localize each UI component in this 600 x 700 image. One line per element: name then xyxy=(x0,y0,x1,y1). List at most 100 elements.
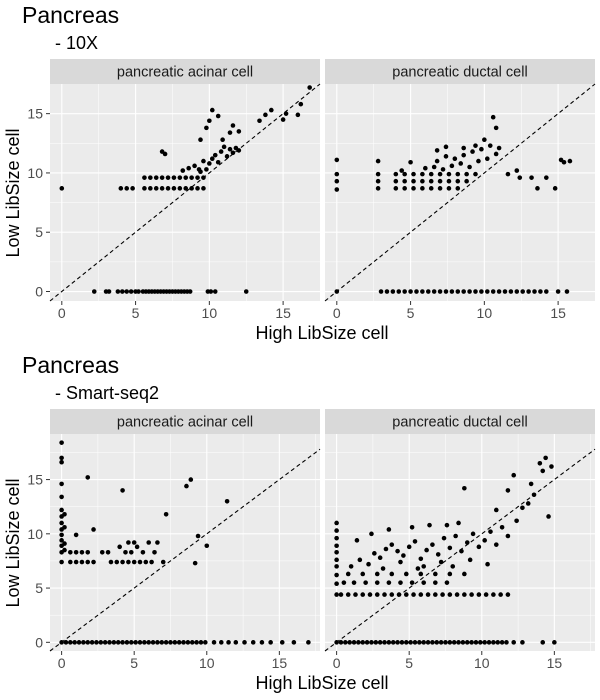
data-point xyxy=(334,289,340,294)
data-point xyxy=(450,564,456,569)
data-point xyxy=(431,289,437,294)
data-point xyxy=(163,640,169,645)
data-point xyxy=(464,640,470,645)
data-point xyxy=(438,640,444,645)
data-point xyxy=(454,592,460,597)
data-point xyxy=(184,483,189,489)
data-point xyxy=(280,117,286,122)
data-point xyxy=(473,143,478,148)
data-point xyxy=(363,580,368,585)
data-point xyxy=(59,559,64,565)
data-point xyxy=(126,559,131,565)
data-point xyxy=(538,289,543,294)
data-point xyxy=(353,592,358,597)
data-point xyxy=(528,481,534,487)
data-point xyxy=(152,549,157,555)
data-point xyxy=(382,592,387,597)
data-point xyxy=(520,640,525,645)
data-point xyxy=(511,472,517,478)
data-point xyxy=(482,137,487,143)
data-point xyxy=(488,529,493,534)
data-point xyxy=(360,571,366,577)
data-point xyxy=(148,186,153,191)
data-point xyxy=(440,167,446,172)
y-tick-label: 15 xyxy=(27,106,43,122)
data-point xyxy=(389,592,395,597)
data-point xyxy=(406,544,412,550)
data-point xyxy=(374,571,380,577)
chart-1: Pancreas - 10X Low LibSize cell High LibSi… xyxy=(3,2,596,343)
data-point xyxy=(334,178,340,184)
data-point xyxy=(443,144,449,150)
data-point xyxy=(493,507,499,513)
data-point xyxy=(201,175,206,180)
data-point xyxy=(134,544,140,550)
identity-line xyxy=(49,448,321,652)
data-point xyxy=(146,540,152,545)
data-point xyxy=(490,289,496,294)
data-point xyxy=(212,289,218,294)
data-point xyxy=(484,156,490,162)
data-point xyxy=(68,549,73,555)
data-point xyxy=(94,640,99,645)
data-point xyxy=(150,640,156,645)
data-point xyxy=(455,186,461,191)
data-point xyxy=(369,640,374,645)
facet-1: pancreatic acinar cell 0 5 10 15 0 5 10 15 xyxy=(27,409,321,671)
data-point xyxy=(236,148,242,153)
data-point xyxy=(403,592,409,597)
data-point xyxy=(458,161,464,166)
data-point xyxy=(403,571,409,577)
data-point xyxy=(204,125,209,131)
data-point xyxy=(126,540,131,545)
data-point xyxy=(338,592,344,597)
data-point xyxy=(334,557,339,563)
data-point xyxy=(269,107,274,113)
data-point xyxy=(529,175,534,180)
x-tick-label: 5 xyxy=(405,655,413,671)
data-point xyxy=(356,640,361,645)
data-point xyxy=(130,186,135,191)
data-point xyxy=(544,175,549,180)
data-point xyxy=(209,107,215,113)
data-point xyxy=(428,186,434,191)
data-point xyxy=(114,559,120,565)
data-point xyxy=(159,640,165,645)
data-point xyxy=(153,186,159,191)
data-point xyxy=(408,289,413,294)
data-point xyxy=(455,178,461,184)
data-point xyxy=(374,592,380,597)
data-point xyxy=(496,145,502,151)
data-point xyxy=(59,186,65,191)
data-point xyxy=(142,186,147,191)
data-point xyxy=(334,581,339,587)
data-point xyxy=(85,559,91,565)
data-point xyxy=(377,555,383,560)
x-tick-label: 0 xyxy=(58,655,66,671)
panel-background xyxy=(50,434,320,651)
data-point xyxy=(398,580,403,585)
data-point xyxy=(306,640,311,645)
data-point xyxy=(347,640,352,645)
data-point xyxy=(334,572,339,578)
data-point xyxy=(196,167,202,172)
data-point xyxy=(334,549,339,555)
data-point xyxy=(411,186,416,191)
data-point xyxy=(476,158,481,164)
data-point xyxy=(298,101,304,107)
data-point xyxy=(230,123,236,128)
facet-2: pancreatic ductal cell 0 5 10 15 xyxy=(324,409,596,671)
x-tick-label: 5 xyxy=(407,305,415,321)
data-point xyxy=(447,545,453,551)
data-point xyxy=(375,178,381,184)
data-point xyxy=(437,178,443,184)
data-point xyxy=(257,118,262,124)
data-point xyxy=(133,640,138,645)
data-point xyxy=(131,559,137,565)
data-point xyxy=(433,571,438,577)
data-point xyxy=(59,538,64,543)
y-tick-label: 5 xyxy=(35,580,43,596)
data-point xyxy=(462,485,467,491)
data-point xyxy=(421,580,427,585)
data-point xyxy=(380,566,386,571)
